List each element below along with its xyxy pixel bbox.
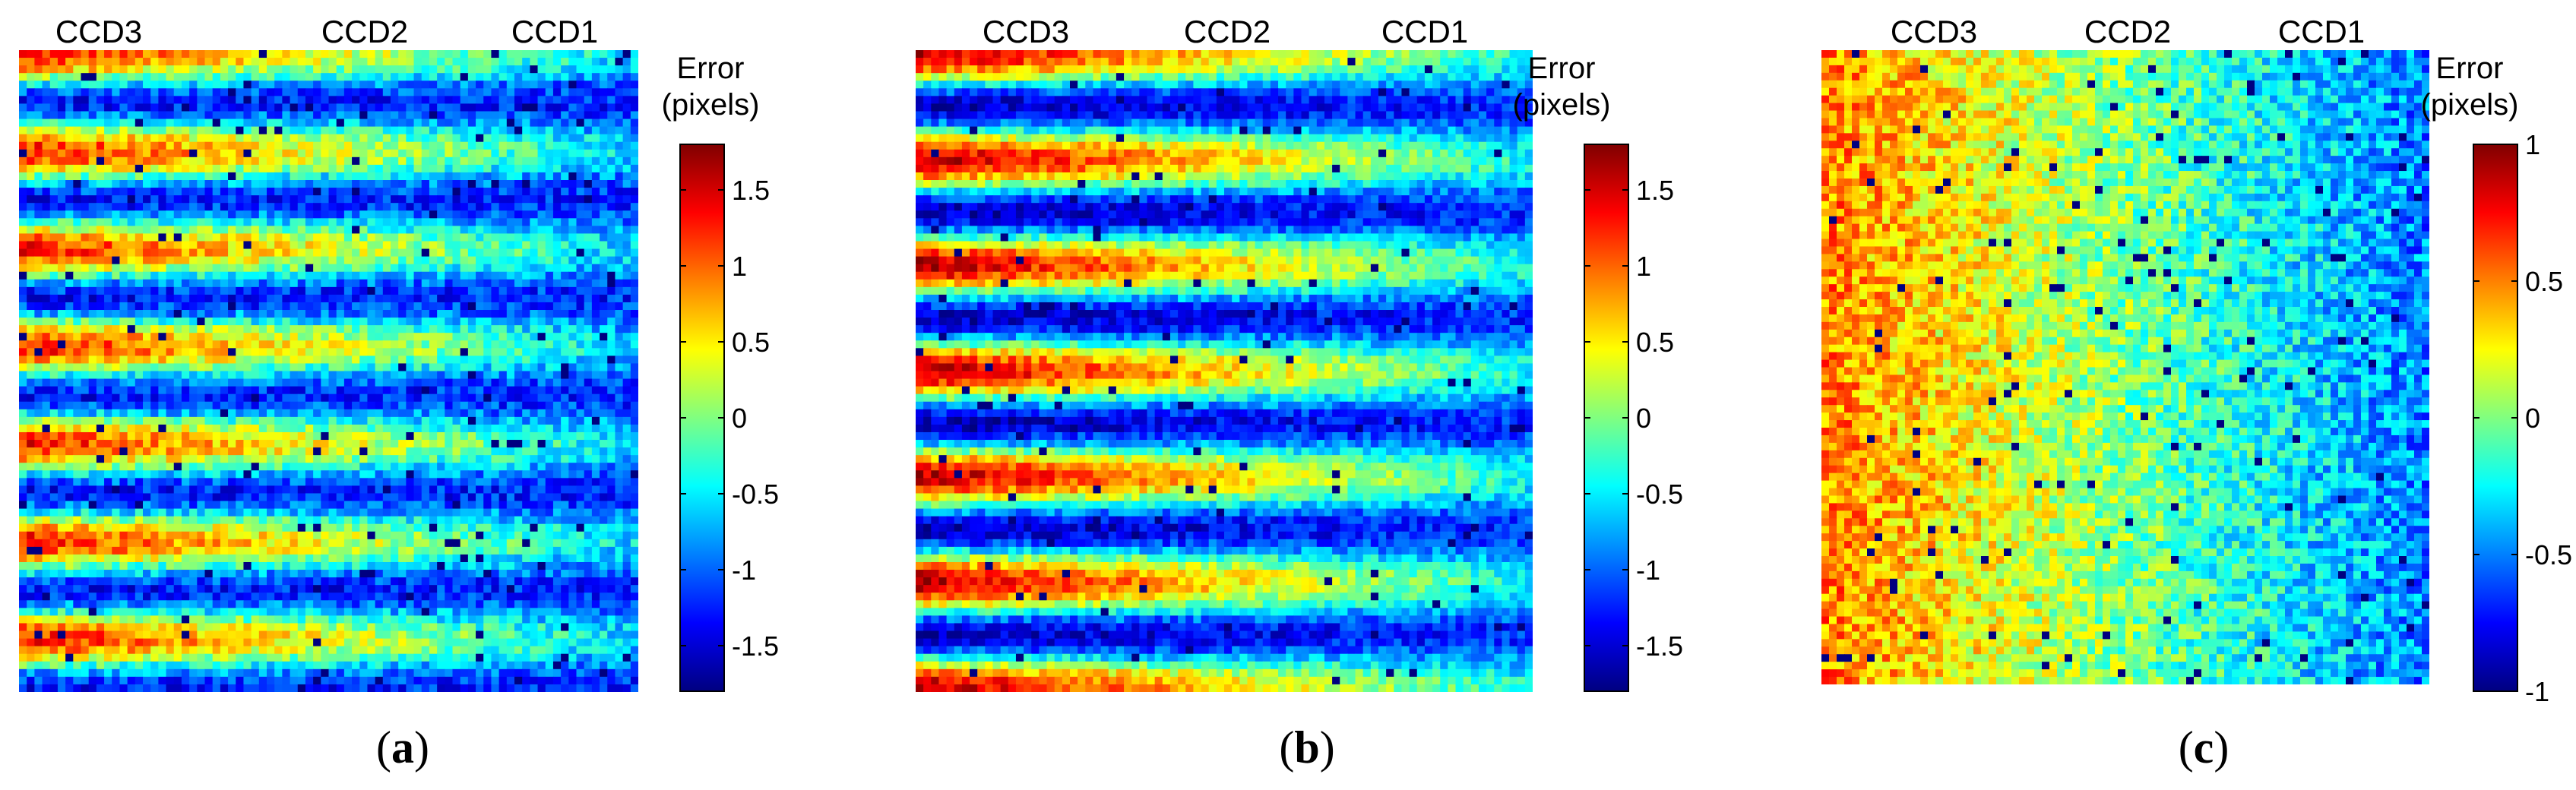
colorbar-tick-label: 0 <box>2525 403 2540 434</box>
ccd2-label: CCD2 <box>2044 14 2211 50</box>
colorbar-tick-label: 1 <box>732 251 747 282</box>
colorbar-gradient <box>1584 144 1629 692</box>
colorbar-tick-label: -1 <box>1636 555 1660 586</box>
ccd1-label: CCD1 <box>2238 14 2405 50</box>
colorbar-title-c: Error (pixels) <box>2394 50 2546 123</box>
ccd1-label: CCD1 <box>471 14 638 50</box>
colorbar-c: -1 -0.5 0 0.5 1 <box>2473 129 2572 707</box>
subfigure-letter: b <box>1294 722 1319 773</box>
colorbar-gradient <box>2473 144 2518 692</box>
ccd3-label: CCD3 <box>1850 14 2017 50</box>
colorbar-tick-label: -1 <box>732 555 756 586</box>
error-map-a <box>19 50 638 692</box>
colorbar-tick-label: 1 <box>2525 129 2540 160</box>
colorbar-tick-label: -0.5 <box>1636 479 1683 510</box>
colorbar-tick-label: -0.5 <box>732 479 779 510</box>
colorbar-title-line2: (pixels) <box>1486 87 1638 123</box>
ccd1-label: CCD1 <box>1341 14 1508 50</box>
colorbar-tick-label: 0 <box>1636 403 1651 434</box>
colorbar-title-line2: (pixels) <box>2394 87 2546 123</box>
colorbar-title-a: Error (pixels) <box>635 50 786 123</box>
subfigure-label-a: (a) <box>327 722 479 774</box>
subfigure-letter: a <box>391 722 414 773</box>
subfigure-label-b: (b) <box>1231 722 1383 774</box>
colorbar-title-line2: (pixels) <box>635 87 786 123</box>
ccd2-label: CCD2 <box>281 14 448 50</box>
colorbar-tick-label: 0.5 <box>1636 327 1674 358</box>
colorbar-title-line1: Error <box>1486 50 1638 87</box>
colorbar-tick-label: 1.5 <box>732 175 770 206</box>
colorbar-tick-label: 1 <box>1636 251 1651 282</box>
colorbar-title-line1: Error <box>635 50 786 87</box>
colorbar-tick-label: 1.5 <box>1636 175 1674 206</box>
colorbar-b: -1.5 -1 -0.5 0 0.5 1 1.5 <box>1584 144 1683 692</box>
subfigure-letter: c <box>2194 722 2214 773</box>
ccd2-label: CCD2 <box>1144 14 1311 50</box>
colorbar-tick-label: 0 <box>732 403 747 434</box>
colorbar-tick-label: -1.5 <box>732 630 779 662</box>
subfigure-label-c: (c) <box>2128 722 2280 774</box>
ccd3-label: CCD3 <box>942 14 1109 50</box>
colorbar-title-line1: Error <box>2394 50 2546 87</box>
colorbar-tick-label: 0.5 <box>732 327 770 358</box>
error-map-c <box>1821 50 2429 684</box>
colorbar-tick-label: 0.5 <box>2525 266 2563 297</box>
colorbar-a: -1.5 -1 -0.5 0 0.5 1 1.5 <box>679 144 779 692</box>
error-map-b <box>916 50 1533 692</box>
colorbar-tick-label: -1 <box>2525 676 2549 707</box>
colorbar-title-b: Error (pixels) <box>1486 50 1638 123</box>
colorbar-tick-label: -0.5 <box>2525 539 2572 570</box>
ccd3-label: CCD3 <box>15 14 182 50</box>
colorbar-tick-label: -1.5 <box>1636 630 1683 662</box>
colorbar-gradient <box>679 144 725 692</box>
